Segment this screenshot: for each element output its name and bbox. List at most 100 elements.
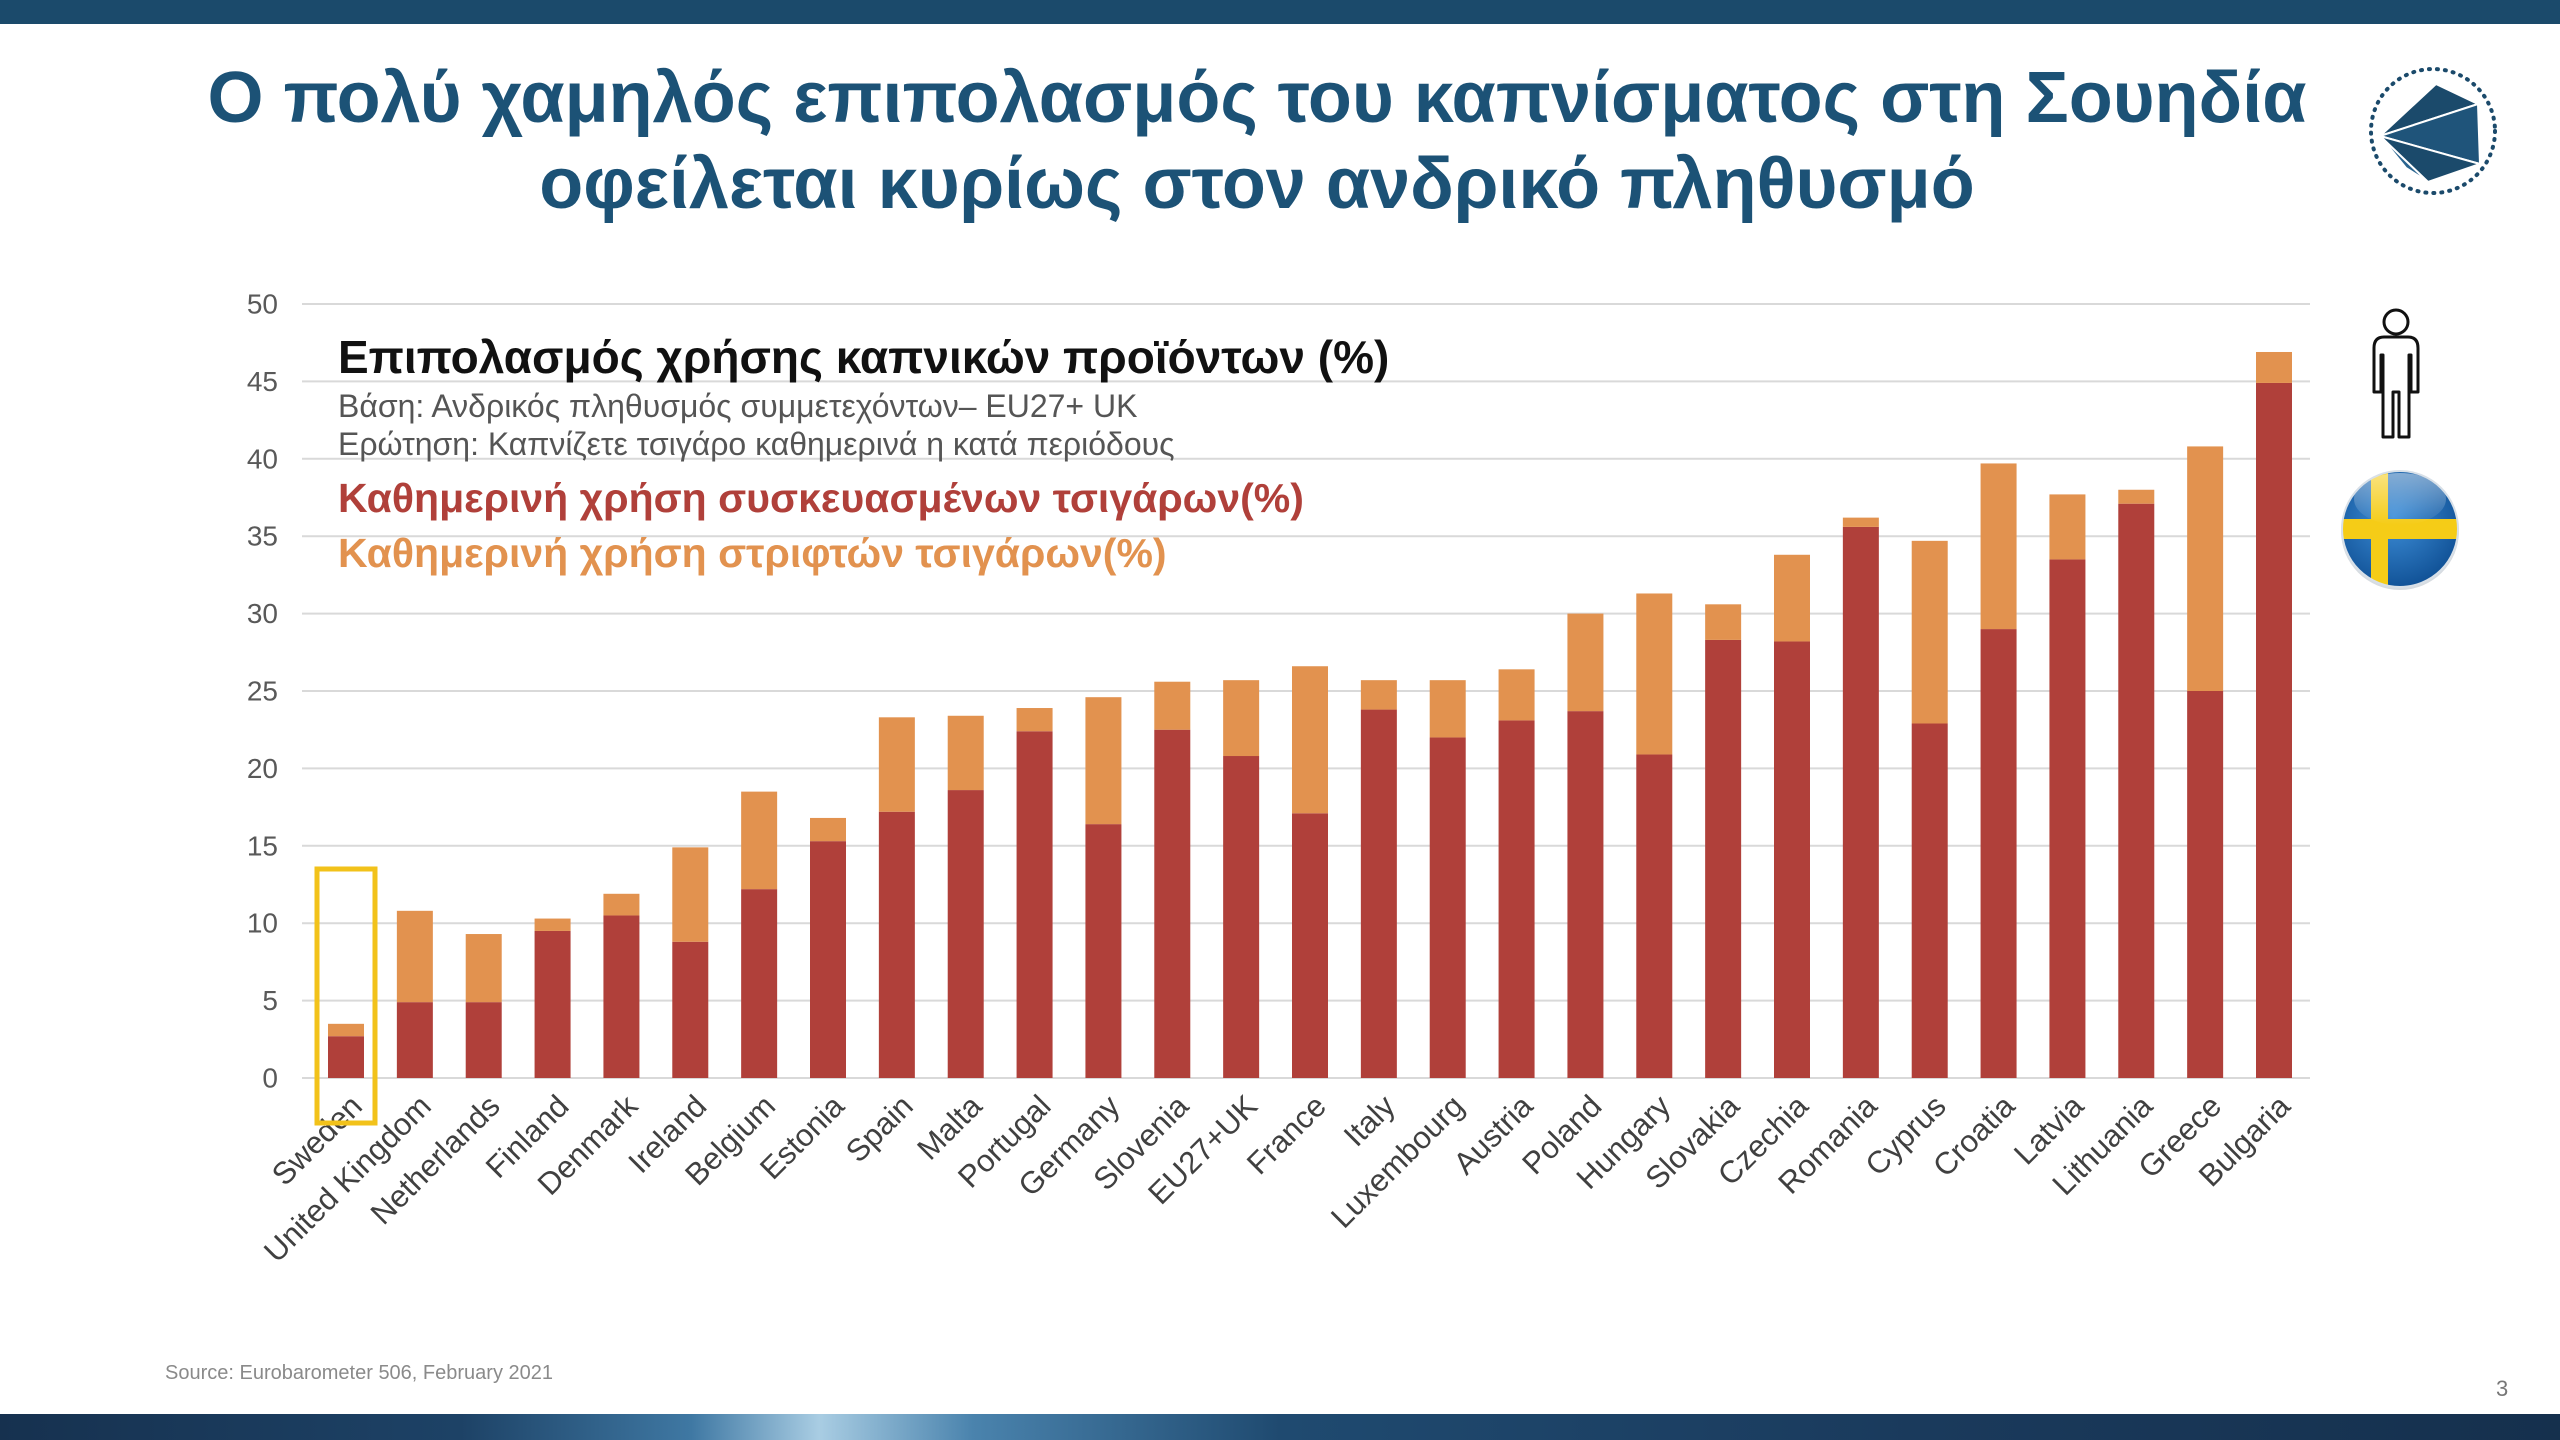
x-tick-label-slovenia: Slovenia bbox=[1086, 1088, 1195, 1197]
bar-rolled-latvia bbox=[2049, 494, 2086, 560]
legend-rolled: Καθημερινή χρήση στριφτών τσιγάρων(%) bbox=[338, 530, 1167, 576]
y-axis: 0 5 10 15 20 25 30 35 40 45 50 bbox=[247, 289, 278, 1094]
bar-packaged-lithuania bbox=[2118, 503, 2155, 1078]
bar-rolled-romania bbox=[1842, 517, 1879, 527]
x-tick-label-spain: Spain bbox=[839, 1088, 920, 1169]
y-tick-label: 45 bbox=[247, 366, 278, 397]
bar-packaged-bulgaria bbox=[2256, 382, 2292, 1078]
x-tick-label-france: France bbox=[1240, 1088, 1333, 1181]
bar-packaged-hungary bbox=[1636, 754, 1673, 1078]
y-tick-label: 35 bbox=[247, 521, 278, 552]
x-tick-label-latvia: Latvia bbox=[2007, 1088, 2091, 1172]
bar-rolled-malta bbox=[947, 715, 984, 791]
y-tick-label: 50 bbox=[247, 289, 278, 320]
bar-rolled-czechia bbox=[1774, 554, 1810, 642]
top-bar bbox=[0, 0, 2560, 24]
y-tick-label: 25 bbox=[247, 676, 278, 707]
page-title-line-1: Ο πολύ χαμηλός επιπολασμός του καπνίσματ… bbox=[207, 58, 2307, 138]
bar-packaged-slovakia bbox=[1705, 639, 1742, 1078]
y-tick-label: 0 bbox=[262, 1063, 278, 1094]
x-tick-label-czechia: Czechia bbox=[1711, 1088, 1815, 1192]
bar-rolled-italy bbox=[1360, 680, 1397, 710]
bar-rolled-cyprus bbox=[1911, 540, 1948, 724]
bar-rolled-slovakia bbox=[1705, 604, 1742, 640]
bar-packaged-germany bbox=[1085, 824, 1122, 1078]
bar-rolled-greece bbox=[2187, 446, 2224, 691]
bar-rolled-netherlands bbox=[465, 934, 502, 1003]
x-tick-label-luxembourg: Luxembourg bbox=[1324, 1088, 1471, 1235]
bar-rolled-eu27-uk bbox=[1223, 680, 1260, 757]
y-tick-label: 15 bbox=[247, 830, 278, 861]
bar-rolled-portugal bbox=[1016, 708, 1053, 732]
x-tick-label-malta: Malta bbox=[910, 1088, 989, 1167]
bar-rolled-france bbox=[1292, 666, 1328, 814]
y-tick-label: 40 bbox=[247, 443, 278, 474]
bar-rolled-croatia bbox=[1980, 463, 2017, 630]
bar-packaged-italy bbox=[1360, 709, 1397, 1078]
y-tick-label: 10 bbox=[247, 908, 278, 939]
bar-rolled-poland bbox=[1567, 613, 1604, 712]
bar-packaged-malta bbox=[947, 790, 984, 1078]
x-tick-label-italy: Italy bbox=[1337, 1088, 1402, 1153]
x-tick-label-austria: Austria bbox=[1447, 1088, 1541, 1182]
x-tick-label-croatia: Croatia bbox=[1926, 1088, 2022, 1184]
bar-rolled-austria bbox=[1498, 669, 1535, 721]
legend-packaged: Καθημερινή χρήση συσκευασμένων τσιγάρων(… bbox=[338, 475, 1304, 521]
x-tick-label-lithuania: Lithuania bbox=[2046, 1088, 2160, 1202]
bar-rolled-hungary bbox=[1636, 593, 1673, 755]
page-title-line-2: οφείλεται κυρίως στον ανδρικό πληθυσμό bbox=[539, 144, 1975, 224]
bar-rolled-spain bbox=[878, 717, 915, 812]
x-tick-label-hungary: Hungary bbox=[1570, 1088, 1678, 1196]
bar-rolled-estonia bbox=[810, 817, 846, 842]
x-tick-label-eu27-uk: EU27+UK bbox=[1141, 1088, 1264, 1211]
bar-packaged-portugal bbox=[1016, 731, 1053, 1078]
bar-rolled-slovenia bbox=[1154, 681, 1191, 730]
source-note: Source: Eurobarometer 506, February 2021 bbox=[165, 1362, 553, 1384]
male-person-icon bbox=[2372, 308, 2420, 439]
bar-packaged-ireland bbox=[672, 941, 709, 1078]
page-number: 3 bbox=[2496, 1376, 2509, 1401]
x-tick-label-united-kingdom: United Kingdom bbox=[257, 1088, 438, 1269]
chart-subtitle-base: Βάση: Ανδρικός πληθυσμός συμμετεχόντων– … bbox=[338, 388, 1138, 424]
x-tick-label-greece: Greece bbox=[2131, 1088, 2228, 1185]
bar-rolled-belgium bbox=[741, 791, 778, 890]
bar-packaged-denmark bbox=[603, 915, 640, 1078]
x-tick-label-romania: Romania bbox=[1771, 1088, 1884, 1201]
bottom-band bbox=[0, 1414, 2560, 1440]
y-tick-label: 30 bbox=[247, 598, 278, 629]
x-tick-label-estonia: Estonia bbox=[753, 1088, 851, 1186]
bar-packaged-estonia bbox=[810, 841, 846, 1078]
bar-rolled-luxembourg bbox=[1429, 680, 1466, 738]
bar-packaged-romania bbox=[1842, 526, 1879, 1078]
x-tick-label-finland: Finland bbox=[479, 1088, 576, 1185]
bar-rolled-lithuania bbox=[2118, 489, 2155, 504]
chart-subtitle-question: Ερώτηση: Καπνίζετε τσιγάρο καθημερινά η … bbox=[338, 426, 1175, 462]
bar-packaged-greece bbox=[2187, 691, 2224, 1078]
bar-packaged-belgium bbox=[741, 889, 778, 1078]
bar-packaged-poland bbox=[1567, 711, 1604, 1078]
bar-packaged-united-kingdom bbox=[396, 1002, 433, 1078]
y-tick-label: 20 bbox=[247, 753, 278, 784]
bar-packaged-slovenia bbox=[1154, 729, 1191, 1078]
x-tick-label-belgium: Belgium bbox=[678, 1088, 782, 1192]
x-tick-label-netherlands: Netherlands bbox=[364, 1088, 507, 1231]
bar-rolled-sweden bbox=[328, 1023, 364, 1037]
highlight-box-sweden bbox=[314, 866, 378, 1126]
x-tick-label-portugal: Portugal bbox=[951, 1088, 1057, 1194]
bar-packaged-spain bbox=[878, 811, 915, 1078]
bar-packaged-finland bbox=[534, 930, 571, 1078]
x-tick-label-poland: Poland bbox=[1515, 1088, 1608, 1181]
bar-rolled-ireland bbox=[672, 847, 709, 942]
bar-rolled-bulgaria bbox=[2256, 351, 2292, 383]
bar-packaged-france bbox=[1292, 813, 1328, 1078]
bar-rolled-germany bbox=[1085, 697, 1122, 825]
chart-title: Επιπολασμός χρήσης καπνικών προϊόντων (%… bbox=[338, 331, 1390, 383]
highlight bbox=[314, 866, 378, 1126]
bar-packaged-croatia bbox=[1980, 629, 2017, 1078]
bar-packaged-czechia bbox=[1774, 641, 1810, 1078]
bar-rolled-finland bbox=[534, 918, 571, 931]
x-tick-label-slovakia: Slovakia bbox=[1638, 1088, 1746, 1196]
bar-packaged-cyprus bbox=[1911, 723, 1948, 1078]
